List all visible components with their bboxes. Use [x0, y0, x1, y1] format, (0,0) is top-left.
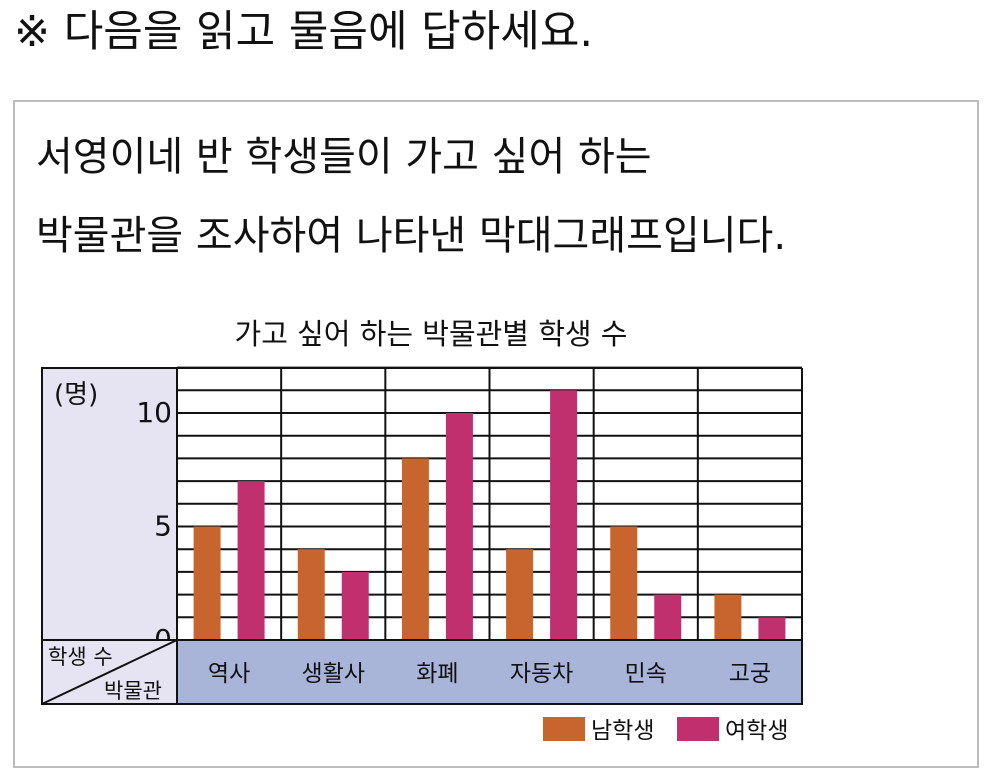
legend-label: 남학생 [591, 718, 654, 744]
bar-male [714, 594, 742, 640]
bar-male [610, 526, 638, 640]
category-header-row [176, 639, 803, 705]
y-tick-labels: 0510 [136, 396, 172, 656]
corner-label-bottom: 박물관 [104, 679, 162, 703]
category-label: 고궁 [729, 661, 771, 687]
passage-line-1: 서영이네 반 학생들이 가고 싶어 하는 [36, 134, 652, 180]
category-labels: 역사 생활사 화폐 자동차 민속 고궁 [208, 661, 771, 687]
corner-label-top: 학생 수 [48, 645, 113, 669]
bar-male [401, 458, 429, 640]
bar-female [341, 571, 369, 640]
bars [193, 390, 786, 640]
bar-male [506, 549, 534, 640]
bar-male [297, 549, 325, 640]
bar-female [654, 594, 682, 640]
y-axis-unit-label: (명) [54, 380, 98, 410]
chart-title: 가고 싶어 하는 박물관별 학생 수 [235, 317, 628, 351]
legend: 남학생 여학생 [543, 717, 788, 744]
bar-female [237, 481, 265, 640]
category-label: 자동차 [510, 661, 573, 687]
y-tick-label: 10 [136, 396, 172, 429]
legend-swatch [677, 717, 719, 741]
bar-female [445, 413, 473, 640]
corner-diagonal [41, 639, 178, 705]
legend-label: 여학생 [725, 718, 788, 744]
instruction-text: ※ 다음을 읽고 물음에 답하세요. [14, 7, 594, 57]
bar-female [758, 617, 786, 640]
passage-line-2: 박물관을 조사하여 나타낸 막대그래프입니다. [36, 213, 787, 259]
category-label: 민속 [625, 661, 667, 687]
category-label: 화폐 [416, 661, 458, 687]
legend-swatch [543, 717, 585, 741]
bar-female [550, 390, 578, 640]
category-label: 역사 [208, 661, 250, 687]
bar-male [193, 526, 221, 640]
y-tick-label: 5 [154, 510, 172, 543]
question-box [13, 100, 979, 768]
category-label: 생활사 [302, 661, 365, 687]
